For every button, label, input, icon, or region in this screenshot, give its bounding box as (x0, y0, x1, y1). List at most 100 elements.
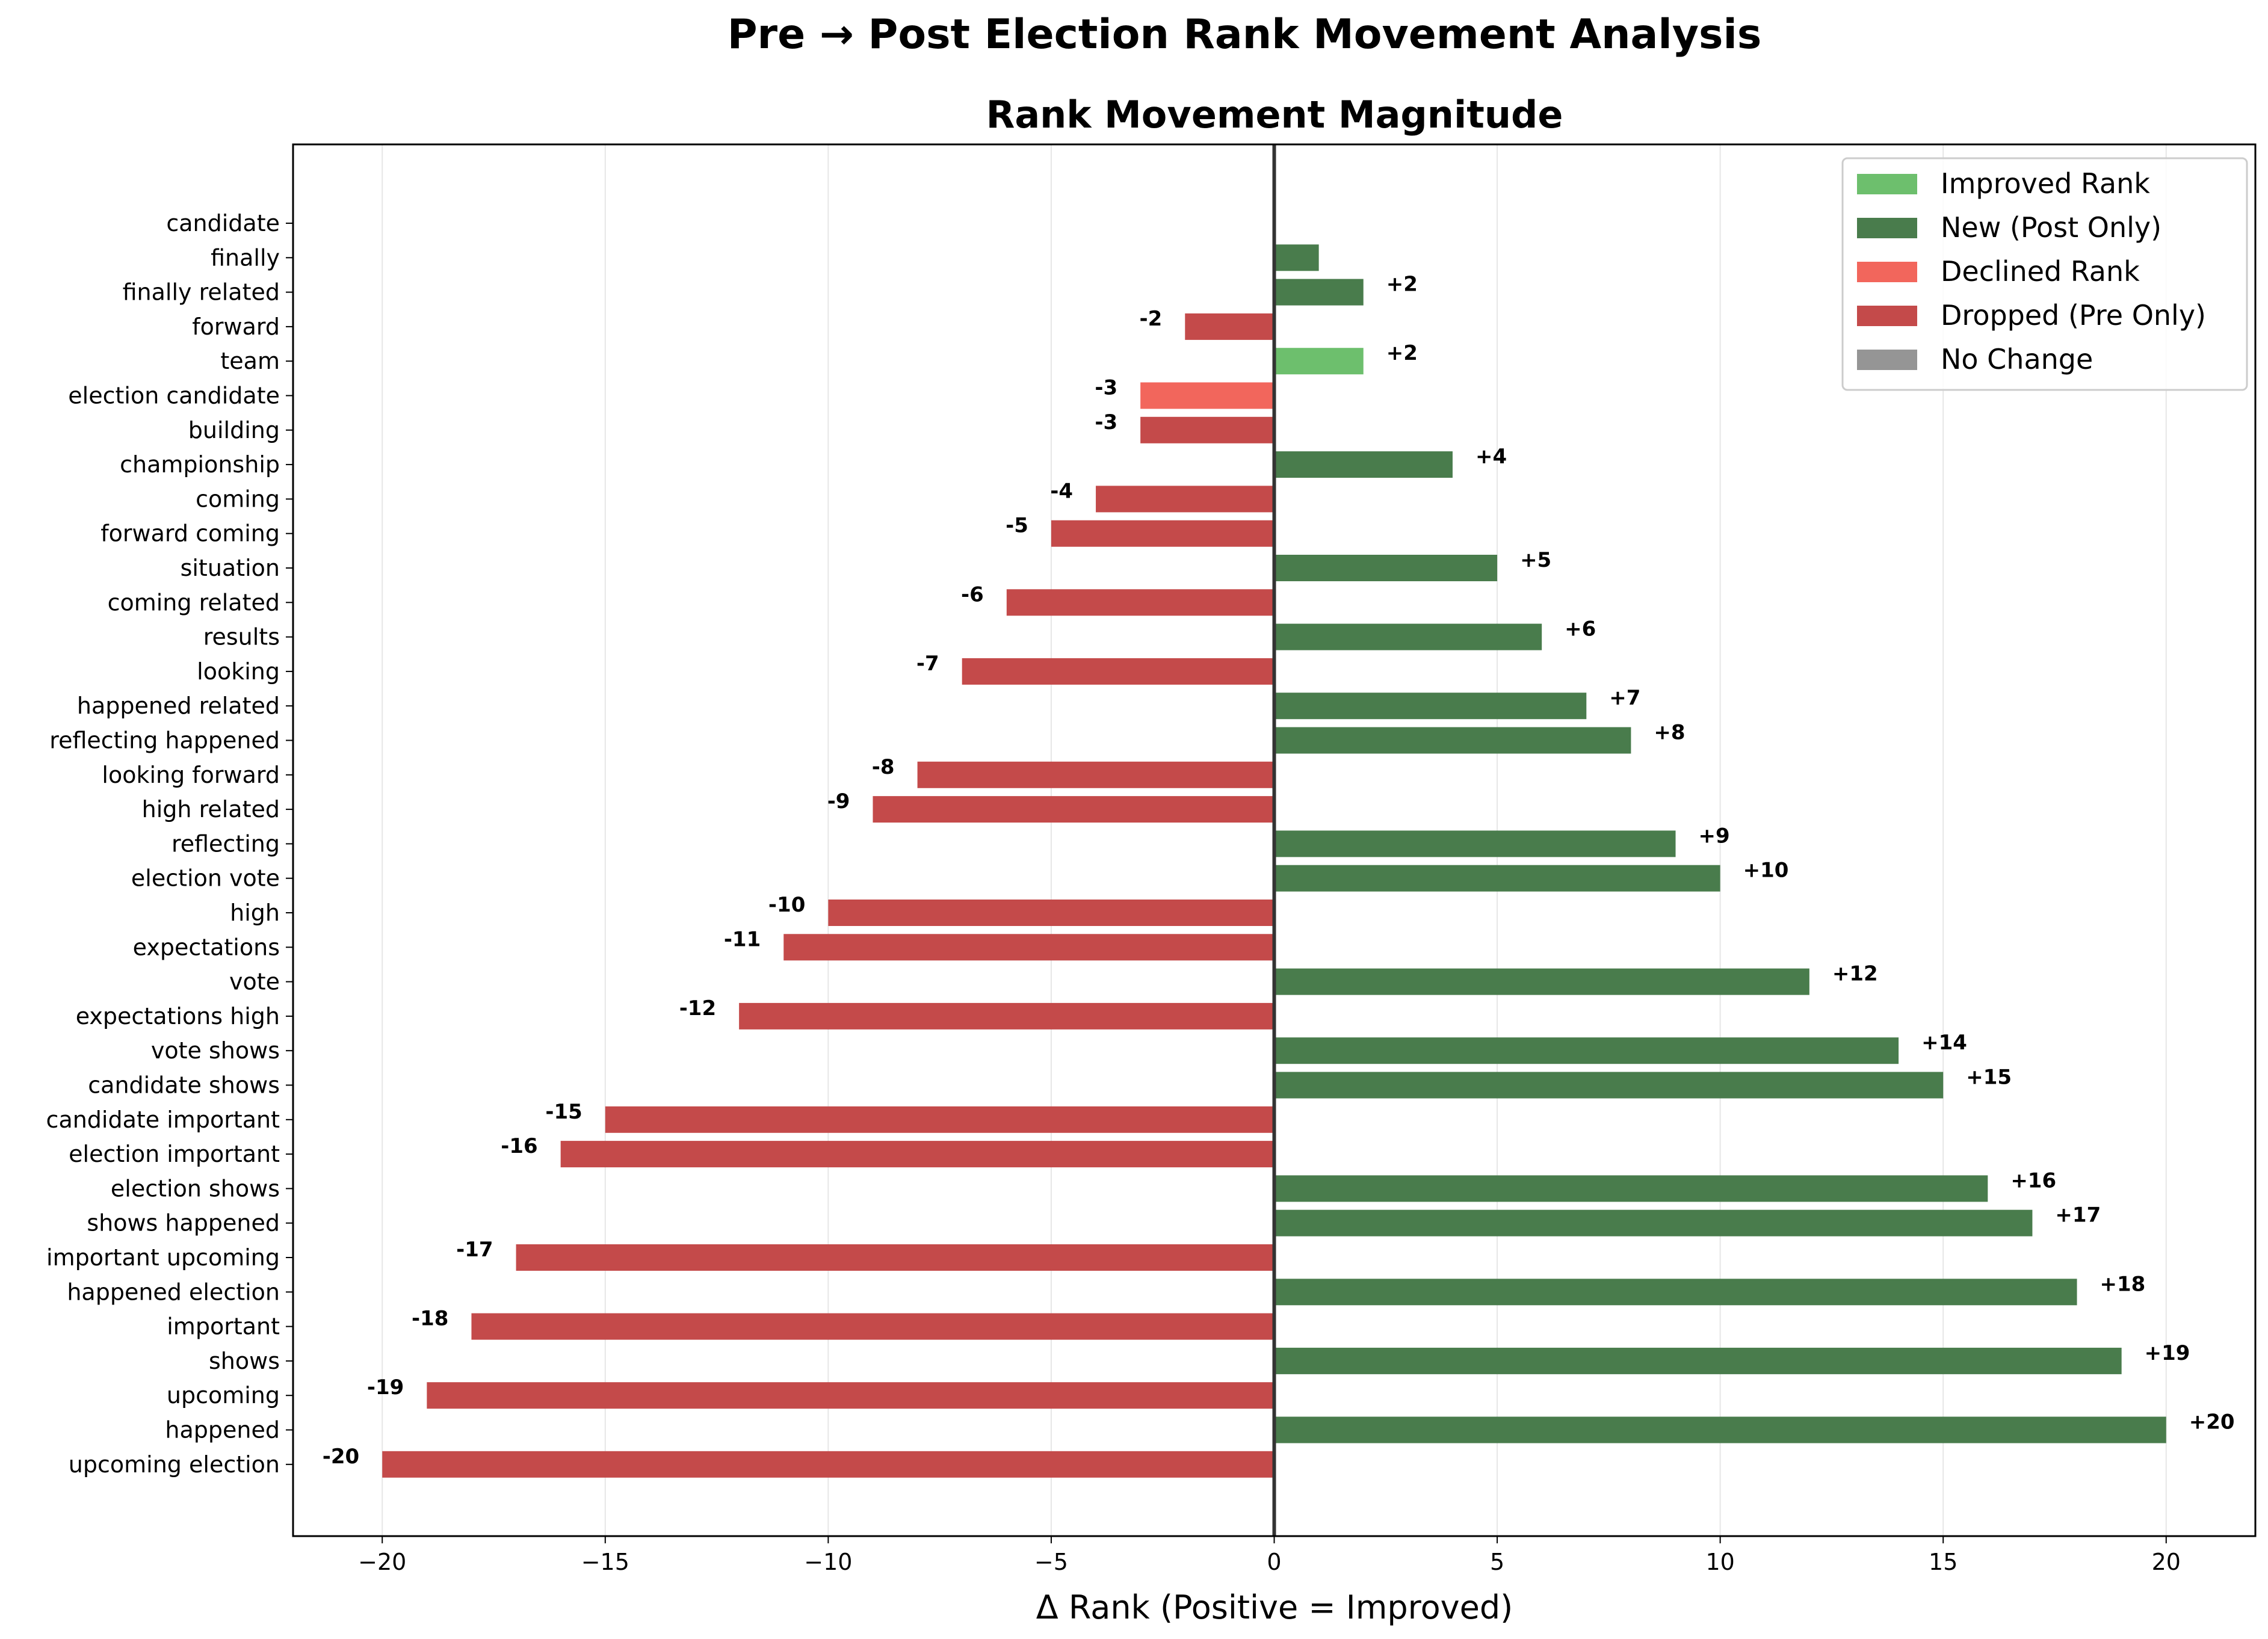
bar-value-label: -4 (1050, 479, 1073, 503)
bar-dropped (828, 900, 1275, 926)
bar-dropped (962, 658, 1275, 685)
bar-dropped (783, 934, 1275, 961)
x-tick-label: 0 (1267, 1549, 1281, 1575)
y-tick-label: situation (181, 555, 280, 581)
bar-value-label: -20 (323, 1445, 359, 1469)
y-tick-label: upcoming election (69, 1451, 280, 1478)
y-tick-label: coming related (108, 589, 280, 616)
bar-dropped (516, 1244, 1275, 1271)
y-tick-label: candidate (166, 210, 280, 236)
bar-value-label: +10 (1743, 859, 1789, 883)
axes-title: Rank Movement Magnitude (986, 93, 1563, 137)
x-tick-label: 20 (2152, 1549, 2181, 1575)
y-tick-label: election candidate (68, 383, 280, 409)
bar-value-label: -5 (1006, 514, 1028, 538)
bar-value-label: -3 (1095, 376, 1117, 400)
bar-value-label: -12 (679, 996, 716, 1020)
bar-value-label: +16 (2010, 1168, 2056, 1193)
y-tick-label: expectations (133, 934, 280, 960)
y-tick-label: shows (209, 1348, 280, 1374)
bar-value-label: +8 (1654, 721, 1685, 745)
bar-value-label: +6 (1565, 617, 1596, 641)
bar-new (1274, 1037, 1899, 1064)
bar-value-label: -16 (501, 1134, 537, 1158)
bar-dropped (1140, 416, 1275, 443)
y-tick-label: looking (197, 658, 280, 685)
bar-dropped (382, 1451, 1275, 1478)
y-tick-label: forward (192, 313, 280, 340)
x-axis-label: Δ Rank (Positive = Improved) (1036, 1588, 1513, 1626)
x-tick-label: 15 (1929, 1549, 1957, 1575)
y-tick-label: important upcoming (46, 1244, 280, 1271)
bar-dropped (873, 796, 1275, 823)
bar-new (1274, 727, 1631, 754)
bar-dropped (1185, 313, 1275, 340)
legend-swatch (1857, 262, 1917, 282)
bar-dropped (427, 1382, 1275, 1409)
bar-value-label: +2 (1386, 341, 1418, 365)
y-tick-label: happened election (67, 1279, 280, 1305)
bar-dropped (917, 761, 1275, 788)
bar-value-label: -9 (827, 789, 850, 813)
legend-box (1841, 157, 2248, 391)
bar-new (1274, 1279, 2077, 1306)
x-tick-label: −15 (581, 1549, 629, 1575)
bars (382, 244, 2166, 1478)
bar-new (1274, 1175, 1988, 1202)
legend: Improved Rank New (Post Only) Declined Ran… (1841, 157, 2248, 391)
bar-new (1274, 693, 1587, 720)
bar-value-label: -2 (1139, 307, 1162, 331)
bar-new (1274, 555, 1498, 581)
bar-value-label: -17 (456, 1238, 493, 1262)
y-tick-label: building (188, 417, 280, 443)
y-tick-label: high (230, 900, 280, 926)
bar-new (1274, 1416, 2166, 1443)
x-tick-label: 5 (1490, 1549, 1504, 1575)
bar-dropped (1096, 486, 1275, 513)
bar-value-label: +2 (1386, 273, 1418, 297)
legend-label: No Change (1941, 343, 2093, 375)
y-tick-label: important (167, 1313, 280, 1340)
bar-value-label: -6 (961, 582, 984, 607)
bar-new (1274, 865, 1720, 892)
bar-value-label: +12 (1832, 962, 1878, 986)
bar-dropped (1006, 589, 1275, 616)
y-tick-label: shows happened (87, 1210, 280, 1236)
y-tick-label: happened related (77, 693, 280, 719)
y-tick-label: election vote (131, 865, 280, 892)
bar-value-label: +9 (1699, 824, 1730, 848)
bar-new (1274, 1209, 2033, 1236)
bar-improved (1274, 348, 1364, 375)
bar-dropped (739, 1002, 1275, 1029)
bar-new (1274, 244, 1319, 271)
y-tick-label: results (203, 624, 280, 650)
x-tick-label: −5 (1034, 1549, 1068, 1575)
bar-value-label: -8 (872, 755, 895, 779)
bar-value-label: +18 (2100, 1272, 2146, 1296)
bar-value-label: -10 (768, 893, 805, 917)
bar-value-label: +19 (2145, 1341, 2190, 1365)
bar-dropped (471, 1313, 1275, 1340)
y-tick-label: forward coming (100, 520, 280, 547)
bar-new (1274, 1347, 2122, 1374)
bar-declined (1140, 382, 1275, 409)
y-tick-label: election shows (111, 1175, 280, 1202)
bar-value-label: -7 (916, 652, 939, 676)
y-tick-label: high related (142, 796, 280, 823)
x-tick-label: −20 (358, 1549, 406, 1575)
bar-value-label: +14 (1921, 1031, 1967, 1055)
bar-value-label: -3 (1095, 410, 1117, 434)
y-tick-label: team (220, 348, 280, 374)
y-axis-ticks: candidate finally finally related forward te… (46, 210, 293, 1478)
bar-value-label: -15 (545, 1100, 582, 1124)
bar-new (1274, 968, 1809, 995)
bar-new (1274, 623, 1542, 650)
y-tick-label: candidate shows (88, 1072, 280, 1099)
y-tick-label: championship (120, 451, 280, 478)
bar-value-label: -19 (367, 1375, 404, 1400)
legend-swatch (1857, 174, 1917, 194)
bar-value-label: -11 (724, 927, 761, 951)
y-tick-label: vote shows (151, 1037, 280, 1064)
bar-value-label: -18 (412, 1307, 448, 1331)
